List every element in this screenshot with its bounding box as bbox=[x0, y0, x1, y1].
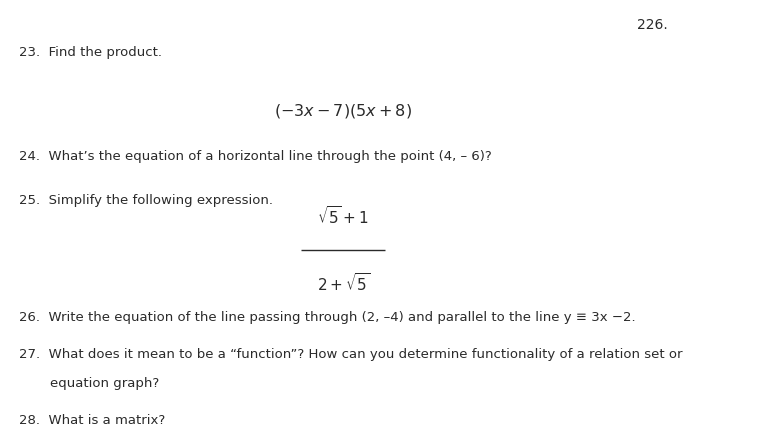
Text: 25.  Simplify the following expression.: 25. Simplify the following expression. bbox=[19, 194, 273, 206]
Text: equation graph?: equation graph? bbox=[50, 377, 160, 390]
Text: $(-3x - 7)(5x + 8)$: $(-3x - 7)(5x + 8)$ bbox=[274, 102, 412, 120]
Text: $\sqrt{5}+1$: $\sqrt{5}+1$ bbox=[317, 205, 369, 227]
Text: 23.  Find the product.: 23. Find the product. bbox=[19, 46, 162, 59]
Text: $2+\sqrt{5}$: $2+\sqrt{5}$ bbox=[316, 272, 370, 294]
Text: 28.  What is a matrix?: 28. What is a matrix? bbox=[19, 414, 165, 427]
Text: 24.  What’s the equation of a horizontal line through the point (4, – 6)?: 24. What’s the equation of a horizontal … bbox=[19, 150, 492, 163]
Text: 226.: 226. bbox=[637, 18, 667, 32]
Text: 27.  What does it mean to be a “function”? How can you determine functionality o: 27. What does it mean to be a “function”… bbox=[19, 349, 683, 361]
Text: 26.  Write the equation of the line passing through (2, –4) and parallel to the : 26. Write the equation of the line passi… bbox=[19, 311, 636, 324]
